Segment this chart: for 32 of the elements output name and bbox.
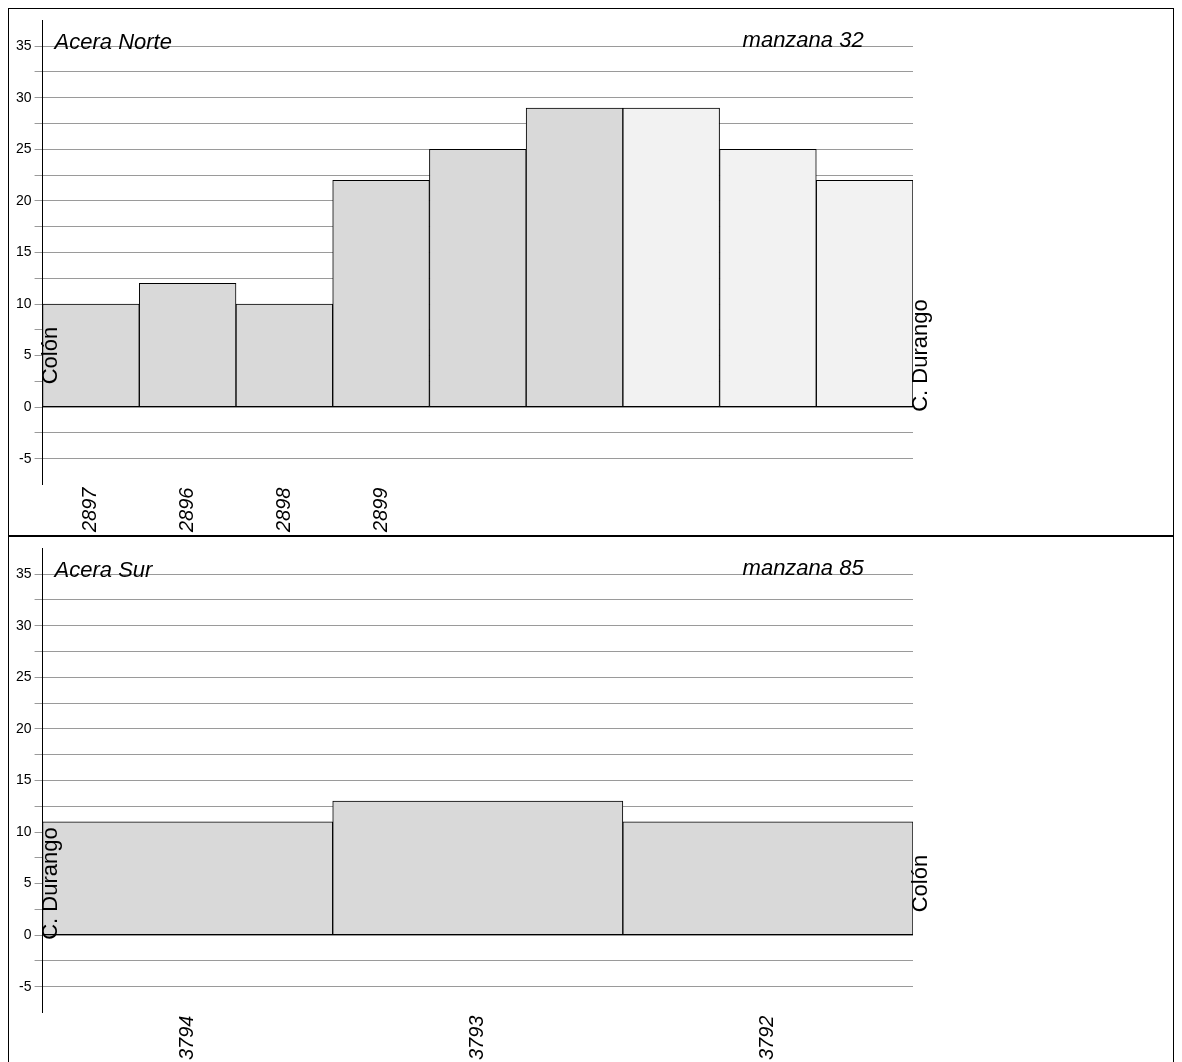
y-tick-label: 30 — [15, 616, 32, 633]
y-tick-label: -5 — [19, 449, 32, 466]
y-tick-label: 10 — [15, 822, 32, 839]
y-tick-label: 5 — [23, 346, 32, 363]
y-tick-label: 25 — [15, 140, 32, 157]
y-tick-label: 15 — [15, 243, 32, 260]
y-tick-label: 30 — [15, 88, 32, 105]
x-tick-label: 2897 — [78, 486, 101, 534]
y-tick-label: 5 — [23, 874, 32, 891]
chart-title: Acera Sur — [52, 556, 155, 582]
annotation: C. Durango — [907, 299, 933, 412]
y-tick-label: 35 — [15, 37, 32, 54]
chart-subtitle: manzana 32 — [742, 26, 864, 52]
x-tick-label: 2896 — [175, 486, 198, 534]
y-tick-label: 0 — [23, 926, 32, 943]
chart-subtitle: manzana 85 — [742, 554, 865, 580]
y-tick-label: 15 — [15, 771, 32, 788]
y-tick-label: 35 — [15, 565, 32, 582]
annotation: Colón — [36, 326, 62, 385]
y-tick-label: 0 — [23, 398, 32, 415]
y-tick-label: 25 — [15, 668, 32, 685]
x-tick-label: 2899 — [368, 487, 391, 534]
y-tick-label: 20 — [15, 719, 32, 736]
x-tick-label: 3793 — [465, 1015, 488, 1061]
chart-title: Acera Norte — [52, 28, 172, 54]
y-tick-label: -5 — [19, 977, 32, 994]
y-tick-label: 10 — [15, 294, 32, 311]
x-tick-label: 3792 — [755, 1015, 778, 1061]
annotation: Colón — [907, 854, 933, 913]
x-tick-label: 2898 — [271, 487, 294, 534]
y-tick-label: 20 — [15, 191, 32, 208]
x-tick-label: 3794 — [175, 1015, 198, 1061]
